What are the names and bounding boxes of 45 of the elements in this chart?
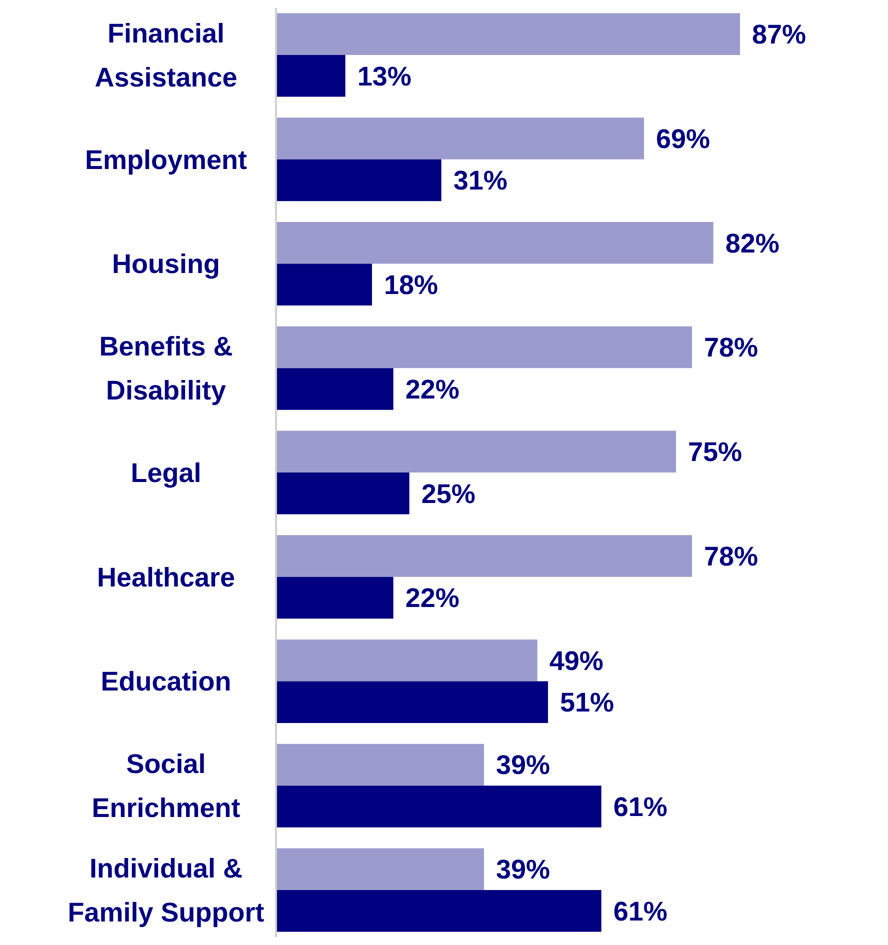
- data-label: 51%: [560, 688, 614, 718]
- bar: [276, 535, 692, 577]
- data-label: 87%: [752, 20, 806, 50]
- bar: [276, 786, 602, 828]
- data-label: 31%: [453, 166, 508, 196]
- data-label: 39%: [496, 750, 550, 780]
- bar: [276, 118, 644, 160]
- bar: [276, 640, 538, 682]
- data-label: 78%: [704, 332, 758, 363]
- y-tick-label: Legal: [130, 458, 202, 488]
- data-label: 78%: [704, 541, 758, 572]
- data-label: 25%: [421, 478, 476, 509]
- y-tick-label: Benefits & Disability: [99, 332, 233, 406]
- bar: [276, 576, 394, 619]
- bar: [276, 744, 484, 786]
- y-tick-label: Education: [100, 666, 232, 697]
- y-tick-label: Housing: [112, 249, 220, 280]
- bar: [276, 472, 410, 514]
- y-tick-label: Individual & Family Support: [68, 853, 264, 928]
- data-label: 69%: [656, 124, 710, 154]
- bar: [276, 326, 692, 368]
- bar: [276, 890, 602, 932]
- data-label: 39%: [496, 854, 550, 885]
- y-tick-label: Healthcare: [96, 562, 236, 592]
- bar: [276, 13, 740, 55]
- bar: [276, 264, 372, 306]
- y-tick-label: Employment: [84, 144, 248, 175]
- y-tick-label: Social Enrichment: [92, 749, 240, 824]
- bar: [276, 54, 346, 97]
- data-label: 61%: [613, 896, 668, 926]
- data-label: 22%: [405, 374, 460, 404]
- bar: [276, 681, 548, 724]
- data-label: 82%: [725, 228, 780, 258]
- bar: [276, 222, 714, 264]
- data-label: 75%: [688, 437, 742, 468]
- data-label: 61%: [613, 792, 668, 822]
- bar: [276, 368, 394, 410]
- bar: [276, 430, 676, 472]
- y-tick-label: Financial Assistance: [94, 18, 238, 92]
- data-label: 22%: [405, 583, 460, 614]
- bar: [276, 848, 484, 890]
- data-label: 49%: [549, 646, 604, 676]
- bar: [276, 159, 442, 202]
- data-label: 13%: [357, 61, 412, 92]
- data-label: 18%: [384, 270, 438, 300]
